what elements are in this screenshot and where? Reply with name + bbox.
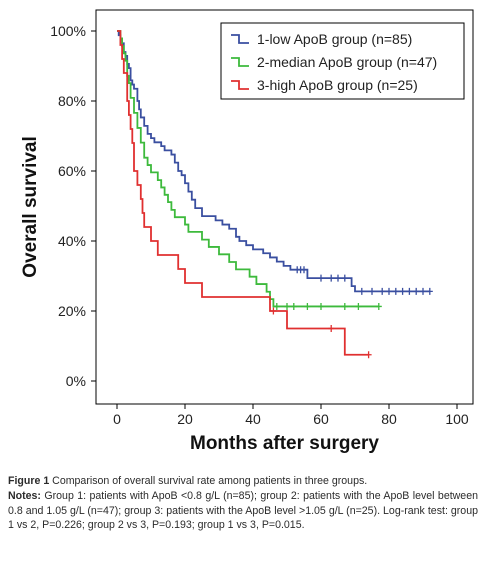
censor-mark-low [341, 274, 348, 282]
censor-mark-median [284, 302, 290, 310]
figure-label: Figure 1 [8, 475, 50, 487]
censor-mark-low [301, 266, 307, 274]
censor-mark-low [369, 287, 375, 295]
figure-text: Comparison of overall survival rate amon… [52, 475, 368, 487]
caption-title-line: Figure 1 Comparison of overall survival … [8, 474, 478, 488]
censor-mark-median [355, 302, 362, 310]
legend-swatch-median [231, 57, 249, 67]
censor-mark-low [420, 287, 426, 295]
legend-swatch-high [231, 80, 249, 90]
censor-mark-median [304, 302, 311, 310]
censor-mark-median [375, 302, 382, 310]
series-line-low [117, 30, 430, 293]
figure-caption: Figure 1 Comparison of overall survival … [8, 474, 478, 534]
y-tick-label: 100% [50, 23, 86, 39]
censor-mark-low [335, 274, 341, 282]
legend-label-median: 2-median ApoB group (n=47) [257, 54, 437, 70]
x-tick-label: 100 [445, 411, 469, 427]
y-tick-label: 60% [58, 163, 86, 179]
notes-label: Notes: [8, 490, 41, 503]
legend-label-high: 3-high ApoB group (n=25) [257, 77, 418, 93]
censor-mark-median [273, 302, 280, 310]
legend-swatch-low [231, 34, 249, 44]
y-tick-label: 40% [58, 233, 86, 249]
legend-box [220, 22, 465, 100]
y-axis-label: Overall survival [20, 136, 41, 278]
censor-mark-median [341, 302, 348, 310]
censor-mark-high [328, 325, 335, 332]
censor-mark-low [392, 287, 399, 295]
censor-mark-low [399, 287, 406, 295]
censor-mark-high [270, 307, 277, 315]
x-tick-label: 0 [113, 411, 121, 427]
y-tick-label: 20% [58, 303, 86, 319]
x-tick-label: 80 [381, 411, 397, 427]
km-survival-chart: 0 20 40 60 80 100 0% 20% 40% 60% 80% 100% Months aft… [20, 9, 474, 454]
censor-mark-low [406, 287, 413, 295]
x-tick-label: 60 [313, 411, 329, 427]
censor-mark-low [379, 287, 386, 295]
notes-text: Group 1: patients with ApoB <0.8 g/L (n=… [8, 490, 478, 532]
censor-mark-low [328, 274, 335, 282]
x-tick-label: 20 [177, 411, 193, 427]
censor-mark-median [290, 302, 297, 310]
x-tick-label: 40 [245, 411, 261, 427]
censor-mark-low [426, 287, 433, 295]
censor-mark-high [365, 351, 372, 359]
censor-mark-low [318, 274, 324, 282]
censor-mark-low [358, 287, 365, 295]
series-line-high [117, 30, 369, 356]
y-tick-label: 0% [66, 373, 86, 389]
x-axis-label: Months after surgery [190, 433, 379, 454]
censor-mark-median [318, 302, 324, 310]
censor-mark-low [413, 287, 420, 295]
censor-mark-low [386, 287, 392, 295]
caption-notes: Notes: Group 1: patients with ApoB <0.8 … [8, 489, 478, 532]
y-tick-label: 80% [58, 93, 86, 109]
chart-svg: 0 20 40 60 80 100 0% 20% 40% 60% 80% 100% Months aft… [20, 9, 474, 454]
legend-label-low: 1-low ApoB group (n=85) [257, 31, 412, 47]
